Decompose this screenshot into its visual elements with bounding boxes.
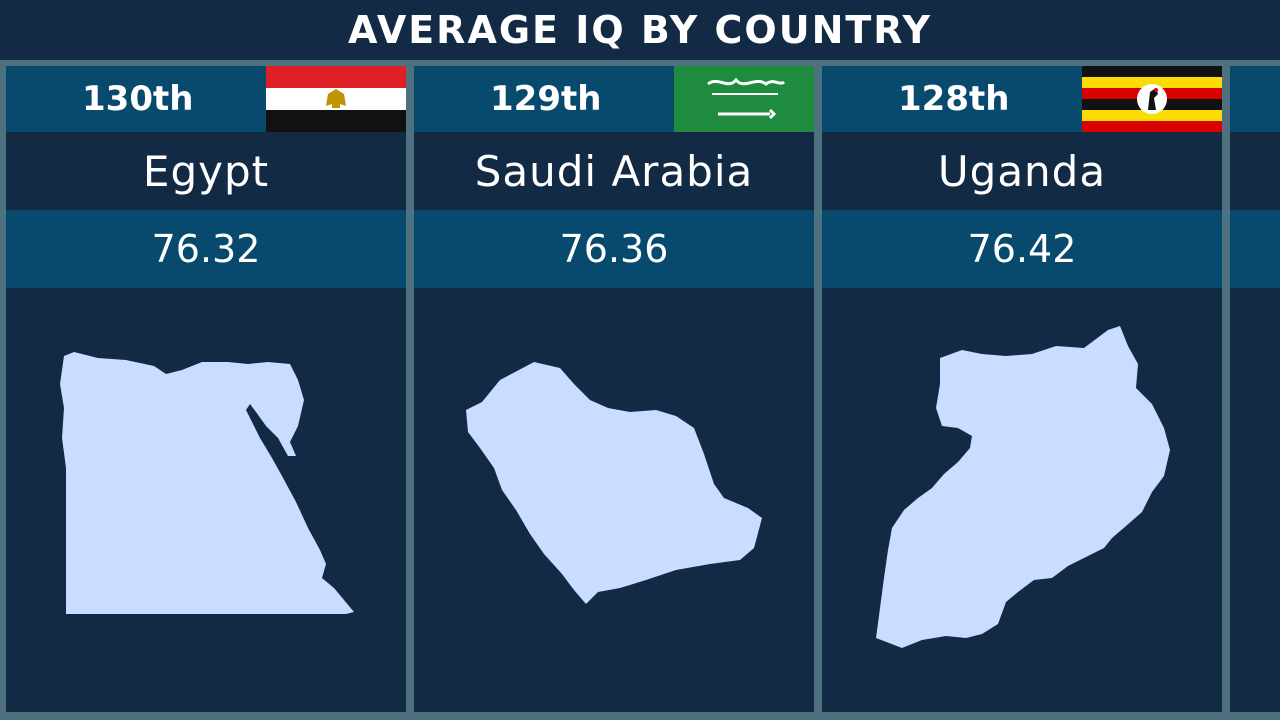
country-card: 130th Egypt 76.32 [6, 66, 406, 712]
value-bar: 76.36 [414, 210, 814, 288]
iq-value: 76.36 [559, 227, 669, 271]
value-bar: 76.32 [6, 210, 406, 288]
rank-label: 129th [490, 79, 602, 119]
uganda-map-icon [822, 288, 1222, 712]
saudi-arabia-flag-icon [674, 66, 814, 132]
rank-label: 128th [898, 79, 1010, 119]
country-name: Egypt [142, 146, 270, 196]
title-bar: AVERAGE IQ BY COUNTRY [0, 0, 1280, 60]
uganda-flag-icon [1082, 66, 1222, 132]
value-bar [1230, 210, 1280, 288]
country-card-partial [1230, 66, 1280, 712]
country-card: 129th Saudi Arabia 76.36 [414, 66, 814, 712]
country-card: 128th Uganda 76.42 [822, 66, 1222, 712]
rank-bar [1230, 66, 1280, 132]
country-name: Saudi Arabia [474, 146, 754, 196]
rank-bar: 129th [414, 66, 814, 132]
iq-value: 76.32 [151, 227, 261, 271]
iq-value: 76.42 [967, 227, 1077, 271]
value-bar: 76.42 [822, 210, 1222, 288]
egypt-map-icon [6, 288, 406, 712]
saudi-arabia-map-icon [414, 288, 814, 712]
country-name: Uganda [937, 146, 1107, 196]
egypt-flag-icon [266, 66, 406, 132]
chart-title: AVERAGE IQ BY COUNTRY [347, 8, 933, 52]
rank-bar: 128th [822, 66, 1222, 132]
rank-bar: 130th [6, 66, 406, 132]
rank-label: 130th [82, 79, 194, 119]
